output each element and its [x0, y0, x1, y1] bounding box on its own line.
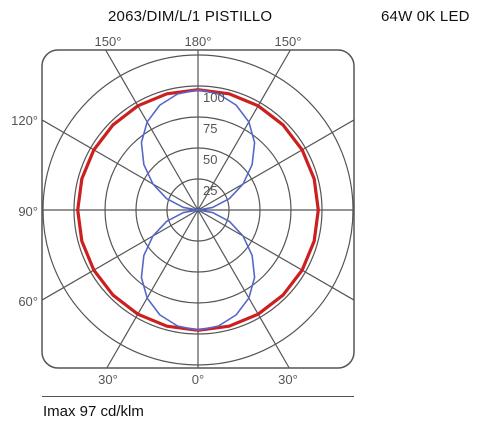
polar-grid	[41, 49, 355, 369]
grid-spoke	[41, 119, 199, 211]
footer-rule	[42, 396, 354, 397]
curve-layer	[76, 88, 320, 332]
grid-spoke	[105, 49, 199, 211]
angle-label-top: 150°	[275, 34, 302, 49]
angle-label-bottom: 30°	[98, 372, 118, 387]
angle-label-top: 150°	[95, 34, 122, 49]
grid-spoke	[197, 209, 355, 301]
grid-spoke	[197, 209, 290, 369]
ring-label: 100	[203, 90, 225, 105]
angle-label-left: 90°	[18, 204, 38, 219]
label-layer: 25 50 75 100 150° 180° 150° 30° 0° 30° 120° 90° 60°	[11, 34, 301, 387]
ring-label: 25	[203, 183, 217, 198]
angle-label-top: 180°	[185, 34, 212, 49]
grid-spoke	[197, 119, 355, 211]
ring-label: 50	[203, 152, 217, 167]
angle-label-left: 120°	[11, 113, 38, 128]
grid-spoke	[106, 209, 199, 369]
angle-label-left: 60°	[18, 294, 38, 309]
grid-spoke	[197, 49, 291, 211]
lamp-spec: 64W 0K LED	[381, 8, 470, 25]
grid-spoke	[41, 209, 199, 301]
angle-label-bottom: 30°	[278, 372, 298, 387]
curve-c90-c270	[140, 88, 256, 332]
imax-label: Imax 97 cd/klm	[43, 403, 144, 420]
product-title: 2063/DIM/L/1 PISTILLO	[108, 8, 273, 25]
ring-label: 75	[203, 121, 217, 136]
angle-label-bottom: 0°	[192, 372, 204, 387]
